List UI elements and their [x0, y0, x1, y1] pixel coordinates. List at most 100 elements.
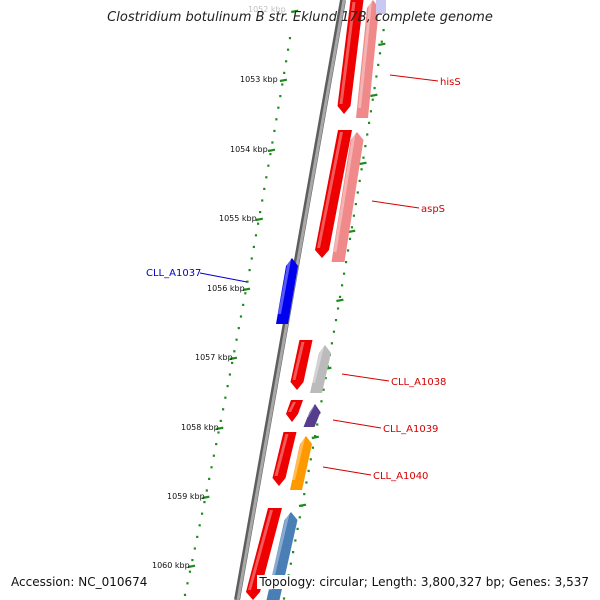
tick-dot [269, 153, 272, 156]
gene-highlight [248, 510, 273, 590]
tick-marks [187, 9, 386, 569]
tick-dot [338, 295, 342, 298]
gene-body [286, 400, 303, 422]
tick-dot [259, 211, 262, 214]
tick-dot [375, 75, 378, 78]
tick-dot [228, 373, 231, 376]
gene-body [356, 0, 379, 118]
tick-dot [267, 164, 270, 167]
cds-arrow [286, 400, 303, 422]
gene-arrow-orange [290, 436, 312, 490]
tick-dot [282, 597, 286, 600]
tick-dot [286, 48, 290, 51]
tick-dot [303, 493, 306, 496]
tick-dot [277, 106, 280, 109]
tick-dot [364, 145, 367, 148]
tick-dot [193, 547, 196, 550]
gene-body [290, 340, 313, 390]
tick-mark [311, 435, 320, 440]
gene-highlight [358, 2, 372, 108]
tick-dot [271, 141, 274, 144]
tick-dot [373, 87, 376, 90]
tick-mark [229, 356, 238, 361]
tick-dot [288, 37, 292, 40]
tick-dot [265, 176, 268, 179]
tick-dot [191, 559, 194, 562]
tick-label: 1052 kbp [248, 5, 286, 14]
tick-dot [186, 582, 189, 585]
tick-dot [292, 551, 295, 554]
leader-line [322, 466, 372, 476]
tick-mark [370, 93, 378, 98]
gene-body [272, 432, 297, 486]
gene-label-CLL_A1040[interactable]: CLL_A1040 [373, 471, 428, 482]
tick-dot [256, 222, 260, 225]
tick-dot [281, 83, 284, 86]
gene-arrow-lavender [376, 0, 386, 14]
leader-line [199, 272, 248, 283]
gene-body [331, 132, 364, 262]
leader-line [341, 373, 390, 382]
tick-dot [366, 133, 369, 136]
tick-dot [224, 396, 227, 399]
gene-body [303, 404, 321, 427]
tick-dot [244, 292, 247, 295]
tick-dot [198, 524, 201, 527]
tick-dot [285, 60, 288, 63]
tick-label: 1059 kbp [167, 492, 205, 501]
tick-dot [233, 350, 236, 353]
gene-highlight [292, 438, 305, 480]
leader-line [389, 74, 439, 82]
gene-body [315, 130, 352, 258]
gene-body [290, 436, 312, 490]
tick-dot [354, 203, 357, 206]
cds-arrow [290, 340, 313, 390]
cds-arrow [315, 130, 352, 258]
tick-dot [283, 71, 286, 74]
tick-dot [250, 257, 253, 260]
gene-highlight [274, 434, 289, 476]
tick-dot [322, 388, 325, 391]
tick-dot [275, 118, 278, 121]
tick-dot [226, 385, 229, 388]
gene-body [246, 508, 282, 600]
gene-label-CLL_A1039[interactable]: CLL_A1039 [383, 424, 438, 435]
tick-label: 1054 kbp [230, 145, 268, 154]
tick-dot [367, 121, 371, 124]
gene-label-aspS[interactable]: aspS [421, 204, 445, 215]
gene-label-hisS[interactable]: hisS [440, 77, 461, 88]
tick-dot [298, 516, 301, 519]
tick-dot [336, 307, 340, 310]
gene-highlight [317, 132, 343, 248]
tick-label: 1053 kbp [240, 75, 278, 84]
tick-dot [377, 63, 380, 66]
tick-dot [316, 423, 319, 426]
gene-label-CLL_A1037[interactable]: CLL_A1037 [146, 268, 201, 279]
tick-mark [242, 287, 251, 292]
tick-dot [369, 110, 373, 113]
tick-dot [215, 443, 218, 446]
tick-labels: 1052 kbp 1053 kbp 1054 kbp 1055 kbp 1056… [152, 5, 286, 570]
tick-dot [261, 199, 264, 202]
tick-dot [309, 458, 312, 461]
gene-highlight [339, 2, 356, 104]
label-leaders [199, 74, 439, 476]
gene-highlight [268, 514, 290, 590]
tick-dot [296, 527, 299, 530]
tick-mark [298, 503, 307, 508]
gene-label-CLL_A1038[interactable]: CLL_A1038 [391, 377, 446, 388]
gene-labels: hisS aspS CLL_A1037 CLL_A1038 CLL_A1039 … [146, 77, 461, 482]
tick-mark [359, 161, 367, 166]
tick-mark [291, 9, 299, 14]
tick-dot [188, 570, 192, 573]
tick-mark [255, 217, 264, 222]
cds-arrow [337, 0, 364, 114]
gene-arrow-gray [310, 345, 331, 393]
tick-dot [307, 469, 310, 472]
tick-label: 1057 kbp [195, 353, 233, 362]
tick-dot [254, 234, 258, 237]
tick-dot [344, 261, 348, 264]
tick-dot [350, 226, 354, 229]
